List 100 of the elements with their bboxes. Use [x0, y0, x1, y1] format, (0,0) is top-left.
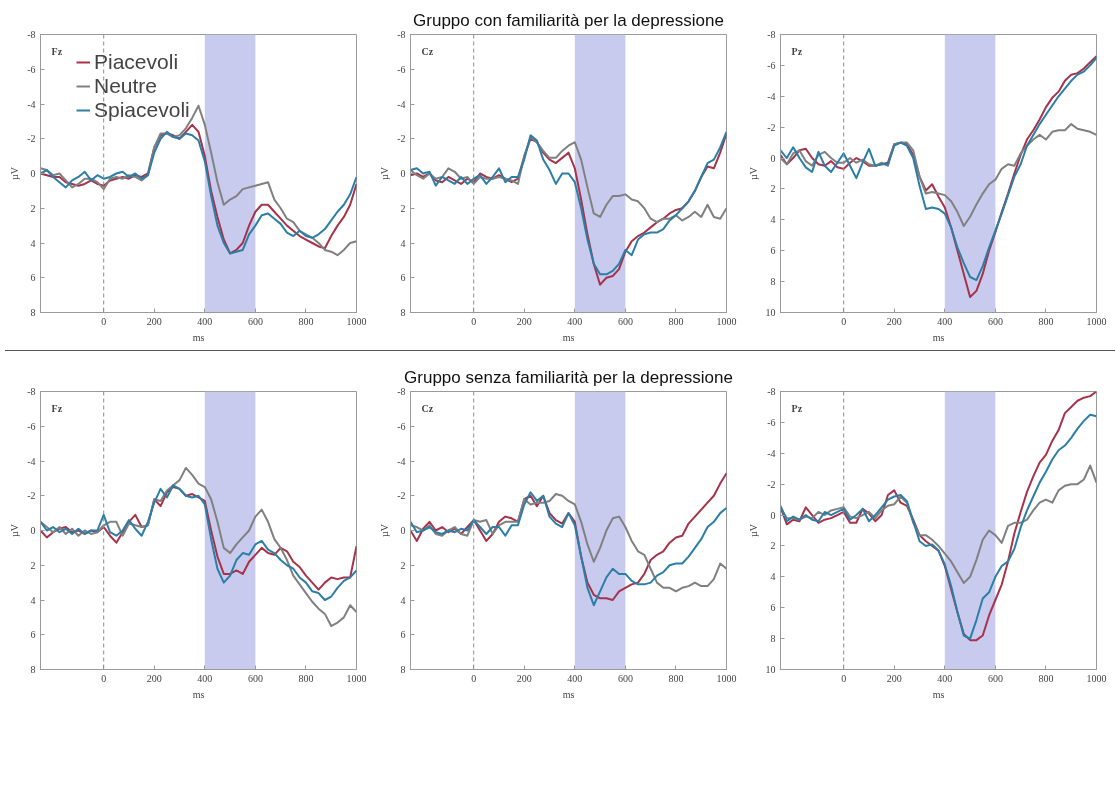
y-tick-label: 10 [765, 307, 776, 318]
x-tick-label: 0 [101, 315, 107, 327]
x-tick-label: 1000 [1086, 672, 1107, 684]
x-tick-label: 800 [668, 672, 684, 684]
x-tick-label: 0 [841, 315, 847, 327]
x-tick-label: 600 [987, 672, 1003, 684]
y-axis-title: µV [9, 523, 21, 537]
y-tick-label: 2 [770, 540, 776, 552]
x-axis-title: ms [192, 688, 205, 700]
x-tick-label: 400 [567, 672, 583, 684]
y-tick-label: 6 [400, 272, 406, 284]
y-tick-label: -4 [397, 98, 406, 110]
y-tick-label: 6 [30, 272, 36, 284]
y-tick-label: 0 [30, 525, 36, 536]
y-tick-label: 4 [30, 237, 36, 249]
chart-title: Gruppo senza familiarità per la depressione [404, 367, 733, 387]
annotation: Pz [791, 402, 803, 414]
y-tick-label: 0 [400, 168, 406, 179]
x-tick-label: 400 [197, 672, 213, 684]
x-tick-label: 200 [886, 315, 902, 327]
y-tick-label: 8 [400, 664, 406, 675]
y-tick-label: 2 [400, 559, 406, 571]
y-tick-label: 4 [770, 571, 776, 583]
x-tick-label: 400 [567, 315, 583, 327]
x-tick-label: 200 [886, 672, 902, 684]
line-series [410, 472, 727, 601]
y-tick-label: 8 [400, 307, 406, 318]
y-tick-label: -2 [767, 478, 776, 490]
y-tick-label: -2 [27, 490, 36, 502]
y-tick-label: 4 [770, 214, 776, 226]
y-tick-label: 2 [770, 183, 776, 195]
y-tick-label: -8 [767, 29, 776, 40]
y-tick-label: -6 [27, 420, 36, 432]
x-axis-title: ms [932, 331, 945, 343]
y-tick-label: 6 [770, 602, 776, 614]
annotation: Cz [421, 402, 434, 414]
y-tick-label: 0 [30, 168, 36, 179]
annotation: Fz [51, 402, 63, 414]
x-tick-label: 1000 [346, 315, 367, 327]
y-tick-label: 6 [770, 245, 776, 257]
y-tick-label: 6 [30, 629, 36, 641]
x-tick-label: 800 [298, 315, 314, 327]
x-axis-title: ms [192, 331, 205, 343]
y-tick-label: -2 [27, 133, 36, 145]
y-tick-label: -6 [27, 63, 36, 75]
x-tick-label: 1000 [346, 672, 367, 684]
y-axis-title: µV [747, 523, 759, 537]
y-tick-label: 2 [30, 559, 36, 571]
y-tick-label: 10 [765, 664, 776, 675]
y-tick-label: 8 [30, 664, 36, 675]
y-tick-label: -4 [767, 90, 776, 102]
y-tick-label: -6 [397, 63, 406, 75]
x-tick-label: 0 [471, 315, 477, 327]
x-axis-title: ms [562, 688, 575, 700]
x-axis-title: ms [932, 688, 945, 700]
y-tick-label: 0 [770, 509, 776, 521]
y-tick-label: 6 [400, 629, 406, 641]
y-tick-label: 4 [400, 237, 406, 249]
y-tick-label: 8 [30, 307, 36, 318]
y-tick-label: -4 [27, 455, 36, 467]
x-tick-label: 0 [101, 672, 107, 684]
x-tick-label: 600 [247, 315, 263, 327]
y-tick-label: -4 [397, 455, 406, 467]
y-axis-title: µV [379, 523, 391, 537]
x-tick-label: 400 [937, 315, 953, 327]
y-tick-label: 2 [400, 202, 406, 214]
x-tick-label: 800 [1038, 672, 1054, 684]
legend-label: Neutre [94, 74, 158, 98]
x-tick-label: 800 [668, 315, 684, 327]
x-tick-label: 400 [937, 672, 953, 684]
x-tick-label: 600 [617, 315, 633, 327]
y-tick-label: -8 [27, 29, 36, 40]
x-tick-label: 1000 [1086, 315, 1107, 327]
y-tick-label: -8 [397, 386, 406, 397]
annotation: Cz [421, 45, 434, 57]
x-tick-label: 1000 [716, 672, 737, 684]
y-tick-label: -6 [397, 420, 406, 432]
y-tick-label: 2 [30, 202, 36, 214]
y-tick-label: -4 [767, 447, 776, 459]
y-tick-label: -8 [767, 386, 776, 397]
legend-label: Spiacevoli [94, 98, 190, 122]
x-tick-label: 200 [516, 315, 532, 327]
x-tick-label: 200 [146, 315, 162, 327]
y-tick-label: 4 [30, 594, 36, 606]
x-axis-title: ms [562, 331, 575, 343]
y-tick-label: -2 [397, 133, 406, 145]
x-tick-label: 400 [197, 315, 213, 327]
y-tick-label: 4 [400, 594, 406, 606]
x-tick-label: 800 [298, 672, 314, 684]
x-tick-label: 1000 [716, 315, 737, 327]
y-axis-title: µV [9, 166, 21, 180]
legend-label: Piacevoli [94, 50, 179, 74]
y-tick-label: -6 [767, 416, 776, 428]
y-tick-label: -4 [27, 98, 36, 110]
y-tick-label: -2 [397, 490, 406, 502]
y-axis-title: µV [379, 166, 391, 180]
y-tick-label: -8 [397, 29, 406, 40]
x-tick-label: 200 [516, 672, 532, 684]
annotation: Pz [791, 45, 803, 57]
annotation: Fz [51, 45, 63, 57]
